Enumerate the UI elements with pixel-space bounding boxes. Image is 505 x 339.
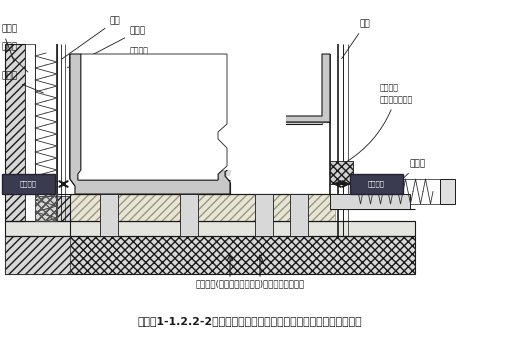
Text: 気流止め
（気密テープ）: 気流止め （気密テープ） [72, 46, 163, 82]
Text: 断熱材: 断熱材 [2, 72, 43, 93]
Bar [440, 179, 455, 204]
Polygon shape [78, 54, 227, 180]
Text: 面材: 面材 [61, 17, 121, 59]
Bar [5, 44, 25, 221]
Text: 通気層: 通気層 [2, 42, 28, 72]
Bar [100, 194, 118, 236]
Bar [330, 194, 410, 209]
Text: 断熱材: 断熱材 [392, 160, 426, 189]
Polygon shape [78, 122, 330, 180]
Text: 外壁材: 外壁材 [2, 24, 18, 61]
Bar [70, 194, 335, 221]
Polygon shape [70, 54, 330, 194]
Text: 防湿材: 防湿材 [68, 26, 146, 68]
Text: 面材: 面材 [341, 20, 371, 59]
Text: 参考図1-1.2.2-2　断熱構造となっているバスユニット下部の施工例: 参考図1-1.2.2-2 断熱構造となっているバスユニット下部の施工例 [138, 316, 362, 326]
Bar [5, 236, 415, 274]
Bar [2, 174, 55, 194]
Text: 床下換気: 床下換気 [20, 181, 36, 187]
Bar [330, 161, 353, 184]
Bar [180, 194, 198, 236]
Bar [290, 194, 308, 236]
Text: 床下換気: 床下換気 [368, 181, 384, 187]
Bar [81, 54, 286, 170]
Bar [25, 44, 35, 221]
Bar [350, 174, 403, 194]
Text: 気流止め
（気密テープ）: 気流止め （気密テープ） [345, 84, 413, 163]
Bar [5, 196, 70, 274]
Bar [5, 221, 415, 236]
Text: 浴室下部(洗い場部分を含む)が断熱されている: 浴室下部(洗い場部分を含む)が断熱されている [195, 279, 305, 288]
Bar [255, 194, 273, 236]
Bar [35, 194, 57, 221]
